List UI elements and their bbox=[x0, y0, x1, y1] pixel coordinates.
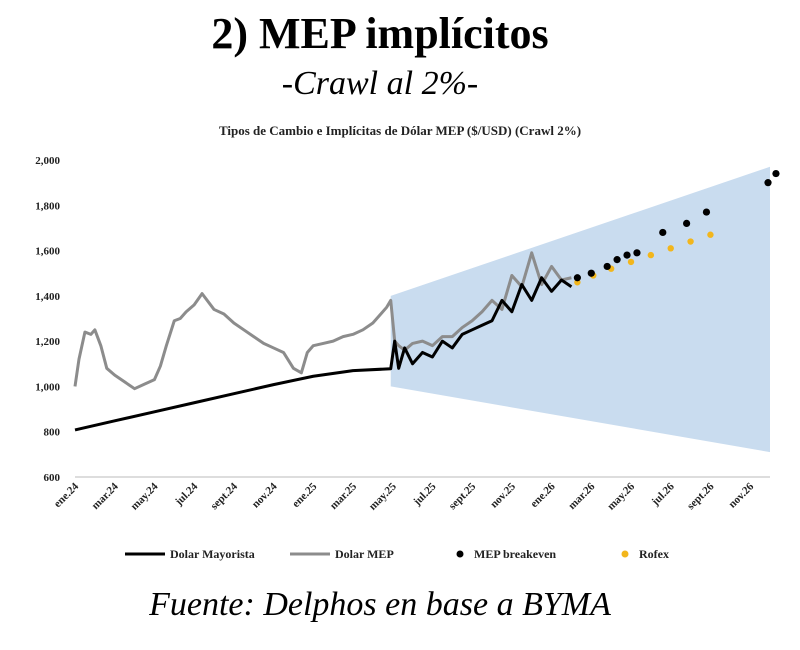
x-tick-label: ene.25 bbox=[290, 480, 320, 510]
x-tick-label: sept.24 bbox=[208, 480, 240, 512]
y-tick-label: 2,000 bbox=[35, 155, 60, 167]
x-tick-label: sept.26 bbox=[685, 480, 717, 512]
legend-item-rofex: Rofex bbox=[621, 547, 669, 561]
rofex-point bbox=[667, 245, 674, 252]
legend-item-mep: Dolar MEP bbox=[290, 547, 394, 561]
x-tick-label: nov.25 bbox=[488, 480, 518, 510]
y-tick-label: 1,000 bbox=[35, 381, 60, 393]
projection-band bbox=[390, 166, 770, 453]
y-tick-label: 1,400 bbox=[35, 291, 60, 303]
x-tick-label: mar.25 bbox=[328, 480, 360, 512]
breakeven-point bbox=[683, 219, 691, 227]
breakeven-point bbox=[659, 228, 667, 237]
x-tick-label: may.24 bbox=[129, 480, 161, 512]
y-tick-label: 1,600 bbox=[35, 246, 60, 258]
chart-title: Tipos de Cambio e Implícitas de Dólar ME… bbox=[219, 123, 581, 138]
x-tick-label: mar.24 bbox=[90, 480, 122, 512]
y-tick-label: 1,200 bbox=[35, 336, 60, 348]
series-dolar-mayorista bbox=[74, 276, 573, 432]
series-dolar-mep bbox=[73, 251, 572, 391]
y-tick-label: 600 bbox=[44, 472, 61, 484]
slide-title: 2) MEP implícitos bbox=[211, 9, 549, 58]
breakeven-point bbox=[772, 169, 780, 178]
x-tick-label: may.26 bbox=[605, 480, 637, 512]
x-tick-label: ene.26 bbox=[528, 480, 558, 510]
y-tick-label: 1,800 bbox=[35, 200, 60, 212]
breakeven-point bbox=[764, 179, 772, 187]
legend-item-breakeven: MEP breakeven bbox=[456, 547, 556, 561]
rofex-point bbox=[687, 238, 694, 245]
y-tick-label: 800 bbox=[44, 427, 61, 439]
x-tick-label: jul.26 bbox=[649, 480, 677, 508]
breakeven-point bbox=[702, 208, 711, 216]
breakeven-point bbox=[603, 262, 611, 271]
legend: Dolar Mayorista Dolar MEP MEP breakeven Rof… bbox=[125, 547, 669, 561]
breakeven-point bbox=[623, 251, 631, 259]
x-tick-label: ene.24 bbox=[52, 480, 82, 510]
legend-label: Dolar Mayorista bbox=[170, 547, 255, 561]
source-note: Fuente: Delphos en base a BYMA bbox=[149, 586, 611, 623]
legend-item-mayorista: Dolar Mayorista bbox=[125, 547, 255, 561]
legend-swatch bbox=[456, 550, 464, 558]
rofex-point bbox=[647, 251, 655, 259]
chart: Tipos de Cambio e Implícitas de Dólar ME… bbox=[35, 123, 780, 561]
legend-label: MEP breakeven bbox=[474, 547, 556, 561]
x-tick-label: may.25 bbox=[367, 480, 399, 512]
x-tick-label: mar.26 bbox=[566, 480, 598, 512]
slide-subtitle: -Crawl al 2%- bbox=[281, 65, 479, 102]
breakeven-point bbox=[573, 274, 581, 282]
breakeven-point bbox=[633, 249, 641, 257]
legend-label: Dolar MEP bbox=[335, 547, 394, 561]
breakeven-point bbox=[587, 269, 595, 277]
x-tick-label: sept.25 bbox=[447, 480, 479, 512]
x-tick-label: jul.24 bbox=[172, 480, 200, 508]
x-tick-label: jul.25 bbox=[411, 480, 439, 508]
rofex-point bbox=[707, 231, 714, 238]
x-tick-label: nov.24 bbox=[250, 480, 280, 510]
legend-swatch bbox=[621, 550, 629, 558]
rofex-point bbox=[627, 258, 635, 266]
breakeven-point bbox=[613, 256, 621, 264]
x-tick-label: nov.26 bbox=[726, 480, 756, 510]
legend-label: Rofex bbox=[639, 547, 669, 561]
